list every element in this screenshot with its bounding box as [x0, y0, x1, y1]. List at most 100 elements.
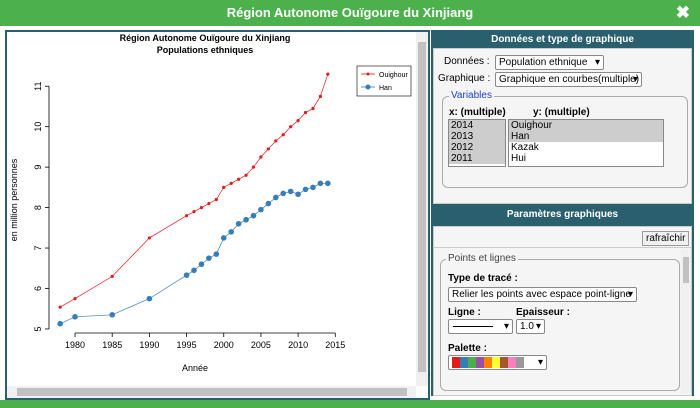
line-select[interactable] [448, 319, 513, 334]
list-option[interactable]: Kazak [511, 142, 539, 153]
x-tick-label: 2015 [325, 340, 345, 350]
y-tick-label: 7 [33, 246, 43, 251]
palette-swatch [500, 357, 508, 368]
data-point [243, 216, 249, 223]
data-point [184, 214, 189, 218]
data-point [57, 320, 63, 327]
data-point [183, 272, 190, 278]
data-panel: Données : Population ethnique Graphique … [433, 48, 692, 204]
data-point [191, 267, 197, 274]
list-option[interactable]: Ouighour [509, 120, 663, 131]
data-point [237, 177, 241, 181]
scroll-thumb[interactable] [418, 42, 426, 372]
data-point [229, 181, 233, 185]
data-point [287, 188, 294, 195]
data-point [250, 212, 257, 219]
palette-swatch [452, 357, 460, 368]
fieldset-legend: Points et lignes [446, 253, 518, 264]
palette-swatch [508, 357, 516, 368]
data-point [302, 186, 309, 193]
fieldset [440, 259, 680, 391]
data-point [198, 261, 205, 268]
y-axis-label: en million personnes [9, 158, 19, 241]
label: x: (multiple) [449, 107, 506, 118]
x-list[interactable]: 2014 2013 2012 2011 [448, 119, 506, 167]
data-point [192, 210, 196, 214]
x-tick-label: 2000 [214, 340, 234, 350]
data-point [280, 190, 287, 197]
label: Palette : [448, 343, 487, 354]
palette-swatch [492, 357, 500, 368]
y-tick-label: 11 [33, 82, 43, 91]
data-point [296, 119, 300, 123]
legend-marker [366, 72, 370, 76]
data-point [258, 206, 264, 213]
list-option[interactable]: 2012 [449, 142, 505, 153]
refresh-button[interactable]: rafraîchir [642, 231, 690, 246]
palette-swatch [460, 357, 468, 368]
scroll-thumb[interactable] [683, 257, 689, 283]
data-point [199, 205, 204, 210]
h-scrollbar[interactable] [7, 386, 416, 398]
data-point [325, 180, 331, 187]
v-scrollbar[interactable] [416, 32, 428, 386]
select[interactable]: Graphique en courbes(multiple) [495, 72, 642, 87]
data-point [72, 314, 78, 320]
x-tick-label: 2005 [251, 340, 271, 350]
v-scrollbar[interactable] [681, 249, 691, 393]
data-point [109, 311, 116, 318]
data-point [228, 229, 234, 235]
data-point [317, 180, 324, 187]
scroll-thumb[interactable] [17, 388, 407, 396]
footer-bar [0, 400, 700, 408]
x-tick-label: 1980 [65, 340, 85, 350]
chart-subtitle: Populations ethniques [157, 45, 254, 55]
divider [434, 247, 691, 248]
x-axis-label: Année [182, 363, 208, 373]
legend-box [356, 65, 412, 97]
data-point [251, 165, 256, 169]
y-list[interactable]: Ouighour Han Kazak Hui [508, 119, 664, 167]
label: Données : [444, 56, 490, 67]
settings-panel: Données et type de graphique Données : P… [431, 30, 694, 396]
x-tick-label: 2010 [288, 340, 308, 350]
data-point [326, 72, 330, 76]
palette-swatch [468, 357, 476, 368]
list-option[interactable]: 2011 [449, 153, 505, 164]
panel-title: Paramètres graphiques [506, 209, 619, 220]
label: Epaisseur : [516, 307, 570, 318]
chart: Région Autonome Ouïgoure du Xinjiang Pop… [9, 33, 412, 373]
select[interactable]: Relier les points avec espace point-lign… [448, 287, 637, 302]
x-tick-label: 1990 [139, 340, 159, 350]
data-point [147, 236, 151, 240]
data-point [244, 173, 248, 177]
data-point [265, 200, 272, 207]
palette-select[interactable] [448, 355, 547, 370]
list-option[interactable]: Hui [511, 153, 527, 164]
data-point [259, 155, 263, 159]
select[interactable]: 1.0 [516, 319, 545, 334]
data-point [272, 194, 279, 201]
data-point [235, 220, 242, 227]
palette-swatch [476, 357, 484, 368]
params-panel: rafraîchir Points et lignes Type de trac… [433, 226, 692, 396]
close-button[interactable]: ✖ [675, 3, 690, 22]
select[interactable]: Population ethnique [495, 55, 604, 70]
fieldset-legend: Variables [449, 90, 494, 101]
legend-label: Ouighour [379, 72, 408, 79]
data-point [207, 201, 211, 206]
label: Graphique : [438, 73, 491, 84]
data-point [281, 133, 285, 137]
y-tick-label: 8 [33, 205, 43, 210]
y-tick-label: 5 [33, 326, 43, 331]
list-option[interactable]: 2013 [449, 131, 505, 142]
data-point [303, 110, 308, 115]
list-option[interactable]: Han [509, 131, 663, 142]
data-point [206, 255, 212, 261]
legend-label: Han [379, 85, 392, 92]
palette-swatch [516, 357, 524, 368]
series-line [59, 73, 329, 308]
list-option[interactable]: 2014 [449, 120, 505, 131]
x-tick-label: 1985 [102, 340, 122, 350]
